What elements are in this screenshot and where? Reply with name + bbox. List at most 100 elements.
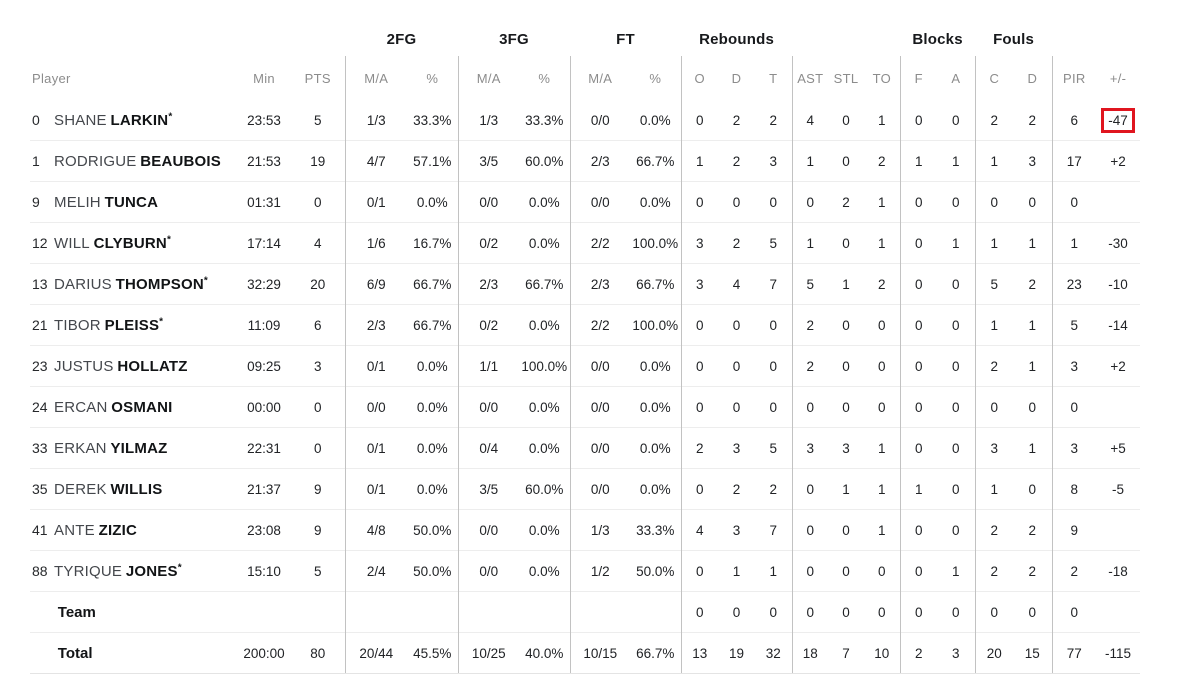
reb-t-cell: 0 <box>755 181 793 223</box>
plus-minus-cell: +2 <box>1096 140 1141 182</box>
pts-cell: 5 <box>291 550 345 592</box>
3fg-ma-cell: 0/0 <box>457 181 519 223</box>
pts-cell: 5 <box>313 112 322 128</box>
blk-a-cell: 0 <box>937 181 976 223</box>
blk-f-cell: 1 <box>899 140 938 182</box>
to-cell: 0 <box>864 304 901 346</box>
ast-cell: 0 <box>791 386 829 428</box>
min-cell <box>237 591 291 633</box>
3fg-pct-cell: 0.0% <box>519 222 570 264</box>
pir-cell: 2 <box>1051 550 1097 592</box>
starter-indicator: * <box>159 316 164 327</box>
col-header-3fg-pct: % <box>538 70 551 86</box>
starter-indicator: * <box>203 275 208 286</box>
player-first-name: ERKAN <box>54 439 107 457</box>
2fg-pct-cell: 0.0% <box>407 386 458 428</box>
stl-cell: 2 <box>828 181 865 223</box>
reb-o-cell: 2 <box>680 427 719 469</box>
ft-pct-cell <box>630 591 682 633</box>
foul-c-cell: 2 <box>974 509 1014 551</box>
reb-o-cell: 0 <box>680 181 719 223</box>
plus-minus-cell: -5 <box>1096 468 1141 510</box>
pir-cell: 6 <box>1051 100 1097 141</box>
3fg-ma-cell: 0/0 <box>457 550 519 592</box>
player-cell: 1 RODRIGUE BEAUBOIS <box>30 140 237 182</box>
pir-cell: 1 <box>1051 222 1097 264</box>
2fg-ma-cell <box>344 591 407 633</box>
jersey-number: 41 <box>32 521 48 538</box>
player-last-name: CLYBURN <box>93 234 167 252</box>
group-header-blocks: Blocks <box>912 30 963 48</box>
box-score-table: 2FG 3FG FT Rebounds Blocks Fouls Player … <box>30 22 1141 674</box>
3fg-pct-cell: 0.0% <box>519 550 570 592</box>
plus-minus-cell: -18 <box>1096 550 1141 592</box>
col-header-plus-minus: +/- <box>1109 70 1127 86</box>
reb-o-cell: 0 <box>680 100 719 141</box>
to-cell: 0 <box>864 591 901 633</box>
to-cell: 10 <box>864 632 901 674</box>
player-row: 13 DARIUS THOMPSON* 32:29 20 6/9 66.7% 2/… <box>30 263 1141 305</box>
pts-cell: 0 <box>291 427 345 469</box>
pts-cell: 3 <box>291 345 345 387</box>
player-cell: 0 SHANE LARKIN* <box>30 100 237 141</box>
to-cell: 1 <box>878 112 886 128</box>
ft-ma-cell: 2/3 <box>569 140 630 182</box>
foul-c-cell: 0 <box>974 591 1014 633</box>
2fg-pct-cell: 0.0% <box>407 181 458 223</box>
col-header-reb-t: T <box>769 70 778 86</box>
col-header-foul-d: D <box>1027 70 1038 86</box>
ast-cell: 18 <box>791 632 829 674</box>
col-header-ft-pct: % <box>649 70 662 86</box>
foul-d-cell: 0 <box>1013 181 1053 223</box>
pts-cell: 20 <box>291 263 345 305</box>
blk-a-cell: 0 <box>937 304 976 346</box>
stl-cell: 0 <box>842 112 850 128</box>
ast-cell: 2 <box>791 345 829 387</box>
to-cell: 0 <box>864 550 901 592</box>
ft-pct-cell: 0.0% <box>630 181 682 223</box>
blk-a-cell: 1 <box>937 222 976 264</box>
blk-f-cell: 0 <box>899 550 938 592</box>
reb-o-cell: 0 <box>680 304 719 346</box>
ast-cell: 2 <box>791 304 829 346</box>
reb-t-cell: 1 <box>755 550 793 592</box>
reb-d-cell: 1 <box>718 550 756 592</box>
2fg-ma-cell: 0/1 <box>344 468 407 510</box>
reb-t-cell: 32 <box>755 632 793 674</box>
3fg-ma-cell: 0/0 <box>457 386 519 428</box>
plus-minus-cell <box>1096 181 1141 223</box>
col-header-reb-d: D <box>731 70 742 86</box>
foul-c-cell: 1 <box>974 468 1014 510</box>
foul-c-cell: 1 <box>974 140 1014 182</box>
ft-pct-cell: 0.0% <box>630 468 682 510</box>
player-first-name: TIBOR <box>54 316 101 334</box>
to-cell: 1 <box>864 427 901 469</box>
reb-d-cell: 0 <box>718 386 756 428</box>
plus-minus-cell <box>1096 591 1141 633</box>
ast-cell: 1 <box>791 140 829 182</box>
player-row: 1 RODRIGUE BEAUBOIS 21:53 19 4/7 57.1% 3/… <box>30 140 1141 182</box>
to-cell: 1 <box>864 181 901 223</box>
foul-d-cell: 2 <box>1028 112 1037 128</box>
blk-a-cell: 0 <box>937 509 976 551</box>
min-cell: 21:53 <box>237 140 291 182</box>
player-cell: 24 ERCAN OSMANI <box>30 386 237 428</box>
ft-ma-cell: 10/15 <box>569 632 630 674</box>
player-cell: 33 ERKAN YILMAZ <box>30 427 237 469</box>
reb-o-cell: 1 <box>680 140 719 182</box>
pir-cell: 77 <box>1051 632 1097 674</box>
3fg-pct-cell <box>519 591 570 633</box>
reb-t-cell: 7 <box>755 509 793 551</box>
blk-a-cell: 0 <box>937 468 976 510</box>
plus-minus-value: -14 <box>1108 317 1128 333</box>
player-first-name: DEREK <box>54 480 107 498</box>
2fg-ma-cell: 4/7 <box>344 140 407 182</box>
3fg-pct-cell: 100.0% <box>519 345 570 387</box>
foul-c-cell: 3 <box>974 427 1014 469</box>
player-cell: 35 DEREK WILLIS <box>30 468 237 510</box>
blk-f-cell: 0 <box>899 181 938 223</box>
ft-ma-cell: 1/2 <box>569 550 630 592</box>
jersey-number: 12 <box>32 234 48 251</box>
pir-cell: 3 <box>1051 345 1097 387</box>
col-header-to: TO <box>872 70 891 86</box>
